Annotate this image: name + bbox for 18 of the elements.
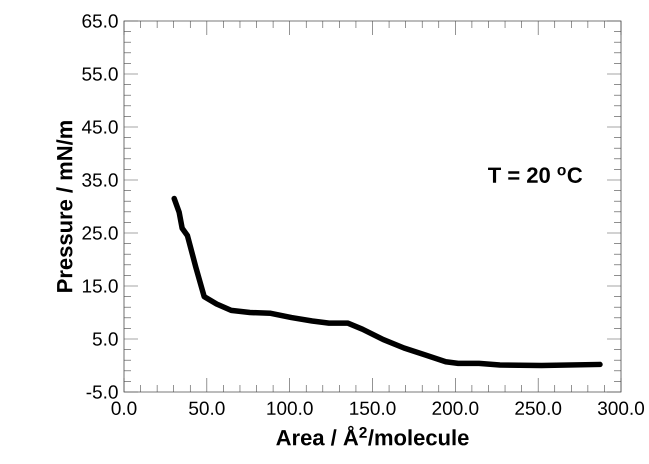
y-axis-title: Pressure / mN/m (56, 121, 73, 292)
x-tick-label: 0.0 (112, 402, 136, 415)
y-tick-label: -5.0 (86, 385, 118, 399)
x-tick-label: 200.0 (432, 402, 478, 415)
y-tick-label: 35.0 (82, 173, 118, 187)
y-tick-label: 5.0 (92, 332, 118, 346)
y-tick-label: 55.0 (82, 67, 118, 81)
annotation: T = 20 $^{o}$C (488, 166, 582, 183)
y-tick-label: 45.0 (82, 120, 118, 134)
y-tick-label: 65.0 (82, 14, 118, 28)
y-tick-label: 15.0 (82, 279, 118, 293)
x-tick-label: 150.0 (350, 402, 396, 415)
x-tick-label: 300.0 (598, 402, 644, 415)
x-tick-label: 250.0 (515, 402, 562, 415)
x-tick-label: 50.0 (189, 402, 225, 415)
x-tick-label: 100.0 (267, 402, 313, 415)
x-axis-title: Area / Å$^{2}$/molecule (276, 426, 469, 446)
y-tick-label: 25.0 (82, 226, 118, 240)
